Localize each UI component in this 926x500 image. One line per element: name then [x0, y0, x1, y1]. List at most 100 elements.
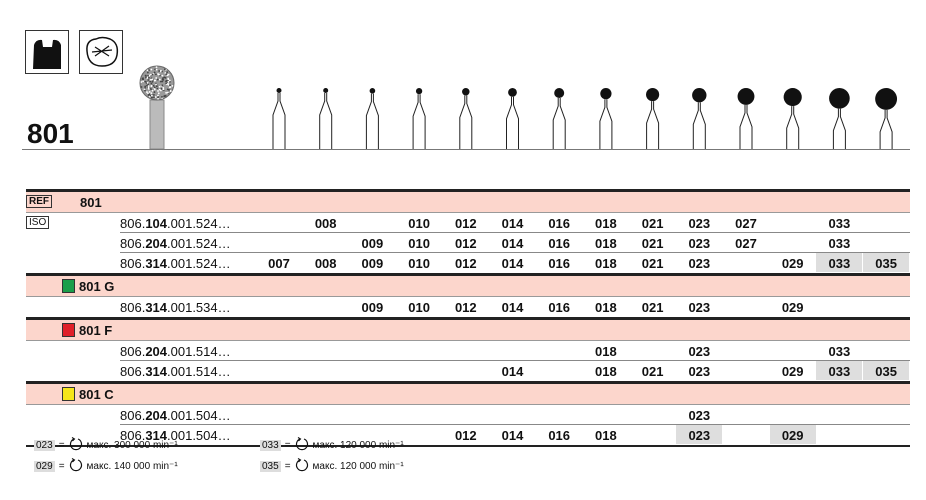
size-cell[interactable]: 018 [583, 297, 629, 316]
size-cell[interactable]: 033 [816, 253, 862, 272]
size-cell[interactable]: 035 [863, 361, 909, 380]
rotation-icon [295, 458, 309, 475]
size-cell[interactable]: 021 [630, 361, 676, 380]
size-cell[interactable]: 012 [443, 253, 489, 272]
size-cell[interactable]: 021 [630, 233, 676, 252]
bur-head-007 [277, 88, 282, 93]
diamond-grit [156, 66, 158, 68]
size-cell[interactable]: 035 [863, 253, 909, 272]
diamond-grit [150, 69, 152, 71]
size-cell[interactable]: 021 [630, 297, 676, 316]
size-cell[interactable]: 014 [490, 361, 536, 380]
size-cell[interactable]: 018 [583, 213, 629, 232]
size-cell[interactable]: 029 [770, 425, 816, 444]
size-cell[interactable]: 018 [583, 341, 629, 360]
size-cell[interactable]: 027 [723, 233, 769, 252]
size-cell[interactable]: 021 [630, 213, 676, 232]
size-cell[interactable]: 033 [816, 361, 862, 380]
size-cell[interactable]: 023 [676, 425, 722, 444]
diamond-grit [156, 88, 158, 90]
diamond-grit [142, 79, 144, 81]
size-cell[interactable]: 014 [490, 425, 536, 444]
size-cell[interactable]: 012 [443, 233, 489, 252]
size-cell[interactable]: 023 [676, 213, 722, 232]
legend-equals: = [59, 461, 65, 472]
size-cell[interactable]: 029 [770, 361, 816, 380]
diamond-grit [169, 80, 171, 82]
diamond-grit [150, 92, 152, 94]
size-cell[interactable]: 014 [490, 233, 536, 252]
size-cell[interactable]: 016 [536, 233, 582, 252]
diamond-grit [147, 69, 149, 71]
size-cell[interactable]: 010 [396, 297, 442, 316]
size-cell[interactable]: 029 [770, 297, 816, 316]
diamond-grit [144, 81, 146, 83]
size-cell[interactable]: 009 [349, 297, 395, 316]
diamond-grit [168, 74, 170, 76]
size-cell[interactable]: 012 [443, 297, 489, 316]
legend-text: макс. 140 000 min⁻¹ [87, 461, 178, 472]
size-cell[interactable]: 023 [676, 297, 722, 316]
diamond-grit [159, 86, 161, 88]
size-cell[interactable]: 016 [536, 253, 582, 272]
diamond-grit [167, 89, 169, 91]
size-cell[interactable]: 007 [256, 253, 302, 272]
diamond-grit [151, 78, 153, 80]
diamond-grit [159, 79, 161, 81]
size-cell[interactable]: 012 [443, 213, 489, 232]
code-shank: 314 [145, 256, 167, 271]
legend-size: 035 [260, 461, 281, 472]
bur-head-014 [508, 88, 517, 97]
size-cell[interactable]: 009 [349, 253, 395, 272]
size-cell[interactable]: 016 [536, 425, 582, 444]
size-cell[interactable]: 018 [583, 425, 629, 444]
diamond-grit [155, 96, 157, 98]
code-suffix: .001.524… [167, 216, 231, 231]
size-cell[interactable]: 010 [396, 213, 442, 232]
size-cell[interactable]: 014 [490, 253, 536, 272]
size-cell[interactable]: 018 [583, 233, 629, 252]
size-cell[interactable]: 023 [676, 405, 722, 424]
group-label: 801 C [62, 387, 114, 402]
size-cell[interactable]: 033 [816, 341, 862, 360]
bur-head-016 [554, 88, 564, 98]
diamond-grit [151, 85, 153, 87]
size-cell[interactable]: 033 [816, 213, 862, 232]
size-cell[interactable]: 012 [443, 425, 489, 444]
size-cell[interactable]: 018 [583, 253, 629, 272]
size-cell[interactable]: 016 [536, 213, 582, 232]
size-cell[interactable]: 010 [396, 233, 442, 252]
size-cell[interactable]: 023 [676, 361, 722, 380]
bur-head-033 [829, 88, 850, 109]
size-cell[interactable]: 021 [630, 253, 676, 272]
size-cell[interactable]: 023 [676, 341, 722, 360]
size-cell[interactable]: 023 [676, 253, 722, 272]
size-cell[interactable]: 027 [723, 213, 769, 232]
table-row: 806.204.001.514… 018 023 033 [26, 341, 910, 361]
product-code: 806.204.001.504… [120, 408, 231, 423]
diamond-grit [148, 93, 150, 95]
legend-text: макс. 120 000 min⁻¹ [313, 461, 404, 472]
group-name: 801 F [79, 323, 112, 338]
diamond-grit [167, 92, 169, 94]
legend-text: макс. 300 000 min⁻¹ [87, 440, 178, 451]
code-suffix: .001.514… [167, 364, 231, 379]
size-cell[interactable]: 014 [490, 297, 536, 316]
legend-item: 023 = макс. 300 000 min⁻¹ [34, 437, 178, 454]
size-cell[interactable]: 010 [396, 253, 442, 272]
size-cell[interactable]: 016 [536, 297, 582, 316]
product-code: 806.314.001.534… [120, 300, 231, 315]
size-cell[interactable]: 033 [816, 233, 862, 252]
diamond-grit [163, 95, 165, 97]
bur-shank-023 [693, 102, 705, 149]
size-cell[interactable]: 018 [583, 361, 629, 380]
rotation-icon [69, 437, 83, 454]
color-swatch [62, 323, 75, 337]
size-cell[interactable]: 008 [303, 213, 349, 232]
size-cell[interactable]: 014 [490, 213, 536, 232]
size-cell[interactable]: 023 [676, 233, 722, 252]
bur-head-035 [875, 88, 897, 110]
size-cell[interactable]: 029 [770, 253, 816, 272]
size-cell[interactable]: 008 [303, 253, 349, 272]
size-cell[interactable]: 009 [349, 233, 395, 252]
